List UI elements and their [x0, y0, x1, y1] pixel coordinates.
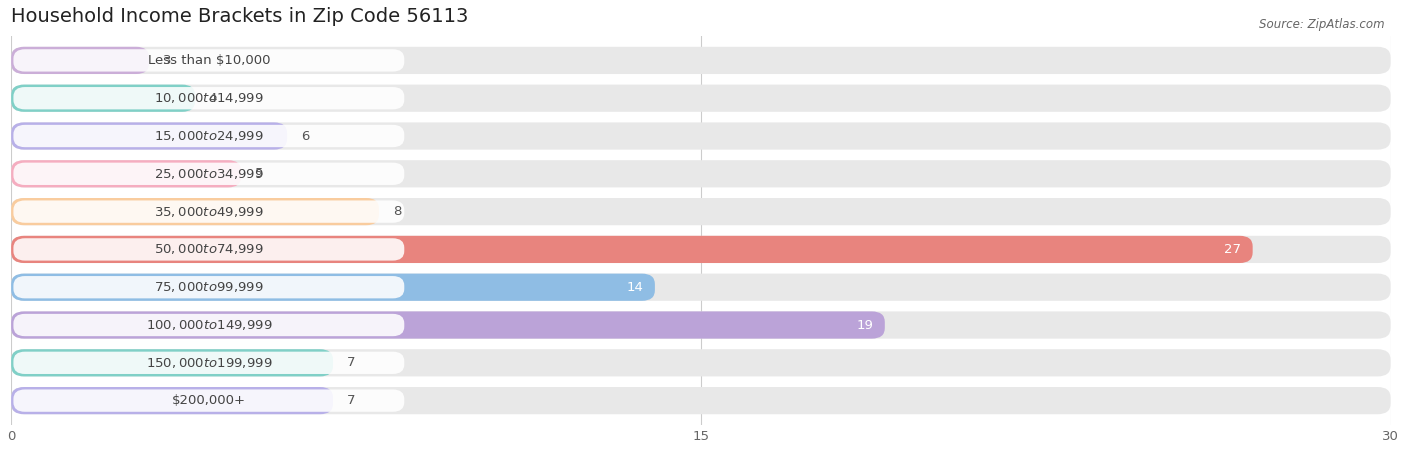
Text: Less than $10,000: Less than $10,000: [148, 54, 270, 67]
FancyBboxPatch shape: [11, 160, 240, 187]
FancyBboxPatch shape: [14, 49, 405, 72]
FancyBboxPatch shape: [11, 349, 333, 377]
Text: 27: 27: [1225, 243, 1241, 256]
FancyBboxPatch shape: [14, 389, 405, 412]
FancyBboxPatch shape: [11, 274, 1391, 301]
FancyBboxPatch shape: [11, 122, 1391, 149]
FancyBboxPatch shape: [11, 349, 1391, 377]
FancyBboxPatch shape: [11, 198, 1391, 225]
FancyBboxPatch shape: [14, 200, 405, 223]
FancyBboxPatch shape: [14, 162, 405, 185]
Text: 8: 8: [392, 205, 401, 218]
FancyBboxPatch shape: [11, 311, 1391, 339]
Text: Source: ZipAtlas.com: Source: ZipAtlas.com: [1260, 18, 1385, 31]
FancyBboxPatch shape: [11, 160, 1391, 187]
FancyBboxPatch shape: [14, 87, 405, 109]
Text: 5: 5: [254, 167, 263, 180]
FancyBboxPatch shape: [14, 314, 405, 336]
FancyBboxPatch shape: [11, 236, 1391, 263]
Text: $10,000 to $14,999: $10,000 to $14,999: [155, 91, 264, 105]
FancyBboxPatch shape: [11, 311, 884, 339]
FancyBboxPatch shape: [14, 238, 405, 261]
FancyBboxPatch shape: [11, 47, 1391, 74]
Text: 7: 7: [347, 394, 356, 407]
Text: $15,000 to $24,999: $15,000 to $24,999: [155, 129, 264, 143]
Text: 4: 4: [209, 92, 218, 105]
Text: $75,000 to $99,999: $75,000 to $99,999: [155, 280, 264, 294]
Text: $150,000 to $199,999: $150,000 to $199,999: [146, 356, 273, 370]
Text: $50,000 to $74,999: $50,000 to $74,999: [155, 243, 264, 256]
FancyBboxPatch shape: [11, 47, 149, 74]
FancyBboxPatch shape: [14, 125, 405, 147]
Text: $200,000+: $200,000+: [172, 394, 246, 407]
Text: 3: 3: [163, 54, 172, 67]
Text: Household Income Brackets in Zip Code 56113: Household Income Brackets in Zip Code 56…: [11, 7, 468, 26]
FancyBboxPatch shape: [11, 274, 655, 301]
FancyBboxPatch shape: [14, 351, 405, 374]
FancyBboxPatch shape: [11, 85, 195, 112]
Text: $25,000 to $34,999: $25,000 to $34,999: [155, 167, 264, 181]
FancyBboxPatch shape: [11, 387, 1391, 414]
FancyBboxPatch shape: [11, 122, 287, 149]
FancyBboxPatch shape: [11, 85, 1391, 112]
Text: $100,000 to $149,999: $100,000 to $149,999: [146, 318, 273, 332]
Text: 7: 7: [347, 356, 356, 369]
FancyBboxPatch shape: [11, 198, 380, 225]
FancyBboxPatch shape: [14, 276, 405, 298]
Text: 6: 6: [301, 130, 309, 143]
FancyBboxPatch shape: [11, 387, 333, 414]
FancyBboxPatch shape: [11, 236, 1253, 263]
Text: $35,000 to $49,999: $35,000 to $49,999: [155, 205, 264, 219]
Text: 19: 19: [856, 319, 873, 332]
Text: 14: 14: [627, 281, 644, 294]
